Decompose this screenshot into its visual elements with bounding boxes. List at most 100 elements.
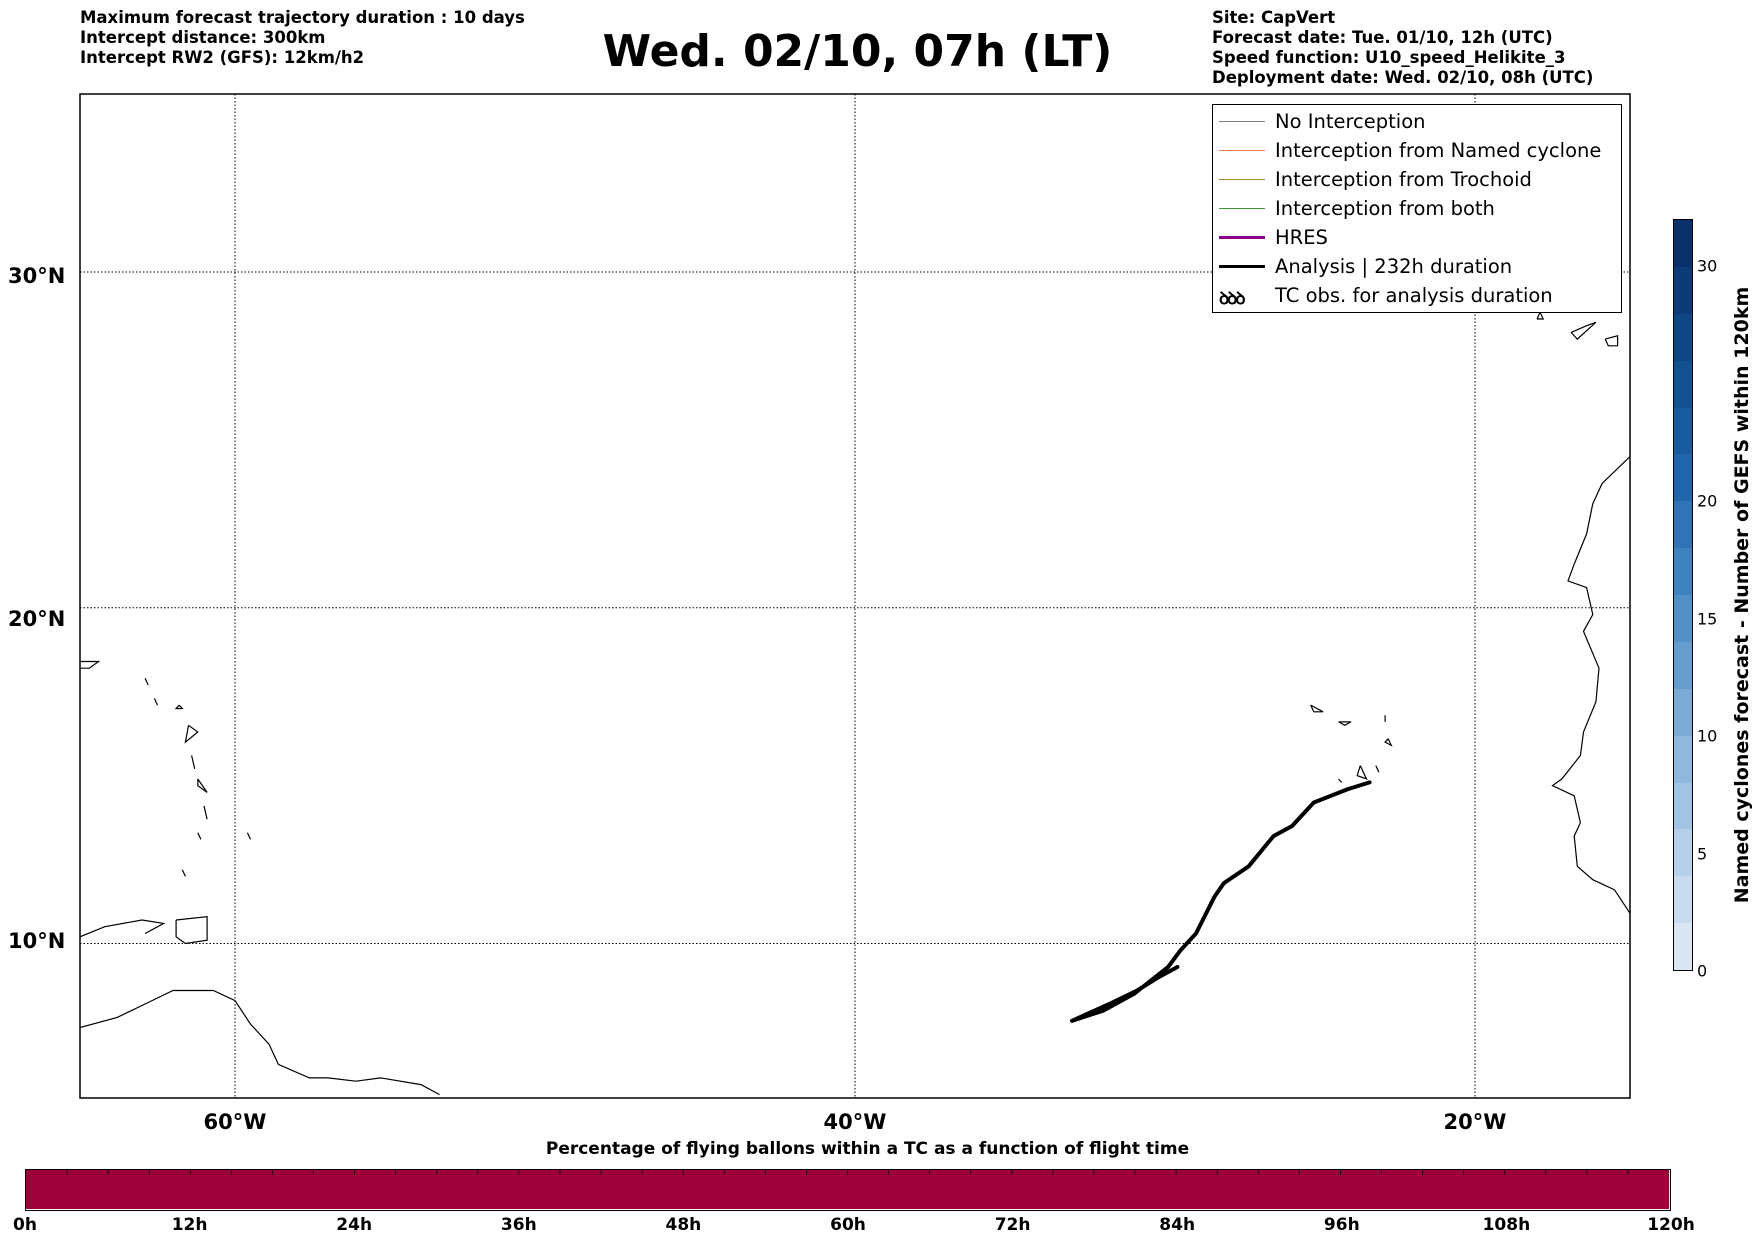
header-right: Site: CapVert Forecast date: Tue. 01/10,…: [1212, 8, 1593, 88]
header-left: Maximum forecast trajectory duration : 1…: [80, 8, 525, 68]
legend-label: Interception from both: [1275, 197, 1495, 220]
legend-label: Interception from Named cyclone: [1275, 139, 1602, 162]
colorbar-vertical-label: Named cyclones forecast - Number of GEFS…: [1731, 286, 1752, 904]
header-left-line-3: Intercept RW2 (GFS): 12km/h2: [80, 48, 365, 67]
legend: No Interception Interception from Named …: [1212, 104, 1622, 313]
colorbar-segment: [1674, 595, 1692, 642]
lon-label-60w: 60°W: [203, 1110, 267, 1134]
coastline-antilles-island: [246, 832, 252, 840]
coastline-antilles-island: [181, 869, 186, 877]
legend-label: HRES: [1275, 226, 1328, 249]
lon-label-20w: 20°W: [1443, 1110, 1507, 1134]
legend-swatch: [1219, 208, 1265, 209]
legend-item-both: Interception from both: [1213, 194, 1621, 223]
lat-label-10n: 10°N: [8, 929, 66, 953]
colorbar-horizontal-fill: [26, 1170, 1669, 1209]
legend-item-trochoid: Interception from Trochoid: [1213, 165, 1621, 194]
header-right-line-3: Speed function: U10_speed_Helikite_3: [1212, 48, 1566, 67]
colorbar-vertical-tick: 5: [1697, 844, 1708, 863]
colorbar-horizontal-tick: 96h: [1323, 1215, 1360, 1235]
coastlines: [80, 310, 1630, 1096]
colorbar-segment: [1674, 735, 1692, 783]
coastline-venezuela: [80, 919, 166, 938]
colorbar-segment: [1674, 688, 1692, 736]
coastline-antilles-island: [203, 805, 208, 820]
colorbar-segment: [1674, 407, 1692, 455]
coastline-antilles-island: [197, 778, 208, 793]
legend-item-analysis: Analysis | 232h duration: [1213, 252, 1621, 281]
colorbar-vertical: [1673, 219, 1693, 971]
colorbar-segment: [1674, 501, 1692, 549]
coastline-canary-island: [1604, 335, 1619, 347]
legend-swatch: [1219, 121, 1265, 122]
coastline-antilles-island: [144, 678, 149, 686]
coastline-antilles-island: [174, 704, 184, 710]
colorbar-segment: [1674, 313, 1692, 361]
coastline-cape-verde-island: [1310, 704, 1324, 713]
colorbar-horizontal-tick: 84h: [1159, 1215, 1196, 1235]
header-right-line-4: Deployment date: Wed. 02/10, 08h (UTC): [1212, 68, 1594, 87]
colorbar-horizontal-tick: 60h: [830, 1215, 866, 1235]
legend-item-no-interception: No Interception: [1213, 107, 1621, 136]
colorbar-vertical-tick: 15: [1697, 609, 1718, 628]
colorbar-segment: [1674, 641, 1692, 689]
colorbar-segment: [1674, 876, 1692, 924]
coastline-antilles-island: [191, 755, 196, 770]
colorbar-horizontal-tick: 108h: [1482, 1215, 1531, 1235]
colorbar-segment: [1674, 923, 1692, 970]
colorbar-horizontal-tick: 12h: [171, 1215, 208, 1235]
colorbar-horizontal-tick: 36h: [500, 1215, 537, 1235]
coastline-south-america: [80, 989, 440, 1096]
page-title: Wed. 02/10, 07h (LT): [602, 26, 1113, 77]
legend-label: Interception from Trochoid: [1275, 168, 1532, 191]
coastline-cape-verde-island: [1338, 721, 1352, 726]
coastline-antilles-island: [184, 724, 199, 744]
trajectory-layer: [1070, 780, 1372, 1023]
legend-label: No Interception: [1275, 110, 1426, 133]
header-left-line-1: Maximum forecast trajectory duration : 1…: [80, 8, 525, 27]
colorbar-horizontal-tick: 48h: [665, 1215, 702, 1235]
legend-swatch: [1219, 150, 1265, 151]
coastline-antilles-island: [153, 698, 159, 706]
lat-label-30n: 30°N: [8, 264, 66, 288]
colorbar-segment: [1674, 548, 1692, 595]
coastline-antilles-island: [80, 660, 101, 669]
legend-label: Analysis | 232h duration: [1275, 255, 1513, 278]
colorbar-horizontal-tick: 72h: [994, 1215, 1031, 1235]
header-right-line-1: Site: CapVert: [1212, 8, 1336, 27]
analysis-trajectory: [1070, 780, 1372, 1023]
coastline-cape-verde-island: [1338, 778, 1343, 783]
coastline-trinidad: [175, 916, 208, 945]
colorbar-horizontal: [25, 1169, 1671, 1211]
colorbar-horizontal-tick: 0h: [13, 1215, 37, 1235]
colorbar-vertical-tick: 10: [1697, 726, 1718, 746]
legend-item-hres: HRES: [1213, 223, 1621, 252]
map-frame: [79, 93, 1631, 1099]
colorbar-segment: [1674, 360, 1692, 408]
cyclone-icon: ꝺꝺꝺ: [1219, 289, 1246, 309]
lat-label-20n: 20°N: [8, 607, 66, 631]
colorbar-segment: [1674, 454, 1692, 502]
colorbar-vertical-tick: 0: [1697, 961, 1708, 981]
legend-item-named-cyclone: Interception from Named cyclone: [1213, 136, 1621, 165]
coastline-canary-island: [1570, 321, 1597, 340]
coastline-canary-island: [1536, 310, 1545, 320]
colorbar-vertical-tick: 30: [1697, 256, 1718, 276]
lon-label-40w: 40°W: [823, 1110, 887, 1134]
colorbar-horizontal-tick: 120h: [1647, 1215, 1695, 1235]
colorbar-horizontal-bar: [26, 1170, 1669, 1209]
colorbar-vertical-tick: 20: [1697, 491, 1718, 511]
legend-swatch: [1219, 179, 1265, 180]
legend-item-tc-obs: ꝺꝺꝺ TC obs. for analysis duration: [1213, 281, 1621, 310]
colorbar-segment: [1674, 782, 1692, 830]
colorbar-segment: [1674, 829, 1692, 877]
colorbar-segment: [1674, 220, 1692, 267]
legend-swatch: [1219, 265, 1265, 268]
coastline-cape-verde-island: [1375, 765, 1380, 773]
colorbar-horizontal-title: Percentage of flying ballons within a TC…: [545, 1139, 1190, 1159]
colorbar-horizontal-tick: 24h: [336, 1215, 373, 1235]
coastline-cape-verde-island: [1384, 738, 1393, 747]
colorbar-segment: [1674, 266, 1692, 314]
header-left-line-2: Intercept distance: 300km: [80, 28, 326, 47]
